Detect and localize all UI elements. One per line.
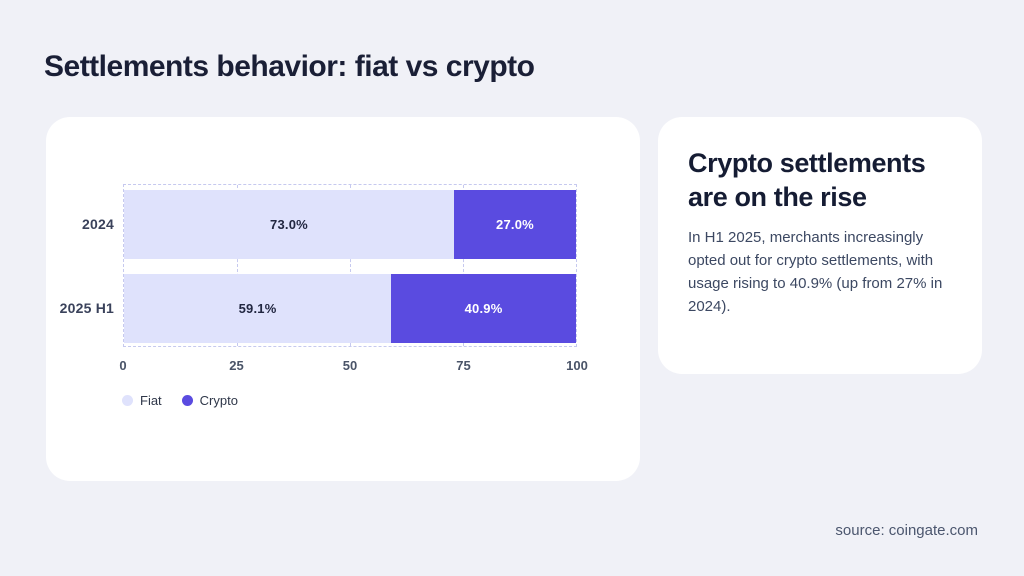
legend-dot-crypto — [181, 395, 193, 406]
bar-row-2024: 73.0% 27.0% — [124, 190, 576, 259]
x-axis: 0 25 50 75 100 — [119, 358, 587, 376]
insight-heading: Crypto settlements are on the rise — [688, 148, 926, 212]
bar-segment-fiat-2024: 73.0% — [124, 190, 454, 259]
legend-label-crypto: Crypto — [199, 393, 238, 408]
legend-item-fiat: Fiat — [122, 393, 162, 408]
bar-value-label: 59.1% — [238, 301, 277, 316]
bar-value-label: 73.0% — [270, 217, 308, 232]
x-tick-100: 100 — [566, 358, 588, 373]
legend-dot-fiat — [122, 395, 133, 406]
bar-row-2025-h1: 59.1% 40.9% — [124, 274, 576, 343]
category-label-2024: 2024 — [82, 215, 114, 232]
y-axis-labels: 2024 2025 H1 — [46, 184, 114, 347]
gridline-75 — [463, 185, 464, 346]
bar-segment-crypto-2025-h1: 40.9% — [391, 274, 576, 343]
insight-card: Crypto settlements are on the rise In H1… — [658, 117, 982, 374]
legend-label-fiat: Fiat — [140, 393, 162, 408]
legend: Fiat Crypto — [122, 393, 238, 408]
x-tick-25: 25 — [229, 358, 244, 373]
bar-value-label: 27.0% — [496, 217, 534, 232]
gridline-25 — [237, 185, 238, 346]
page-title: Settlements behavior: fiat vs crypto — [44, 50, 535, 83]
x-tick-75: 75 — [456, 358, 471, 373]
legend-item-crypto: Crypto — [181, 393, 238, 408]
insight-body: In H1 2025, merchants increasingly opted… — [688, 229, 943, 315]
source-attribution: source: coingate.com — [835, 522, 978, 539]
bar-segment-fiat-2025-h1: 59.1% — [124, 274, 392, 343]
x-tick-0: 0 — [119, 358, 127, 373]
x-tick-50: 50 — [342, 358, 358, 373]
chart-card: 2024 2025 H1 73.0% 27.0% 59.1% 40.9% 0 25 50 75… — [46, 117, 640, 481]
plot-area: 73.0% 27.0% 59.1% 40.9% — [123, 184, 577, 347]
bar-value-label: 40.9% — [464, 301, 503, 316]
bar-segment-crypto-2024: 27.0% — [453, 190, 576, 259]
gridline-50 — [350, 185, 351, 346]
category-label-2025-h1: 2025 H1 — [59, 299, 114, 316]
